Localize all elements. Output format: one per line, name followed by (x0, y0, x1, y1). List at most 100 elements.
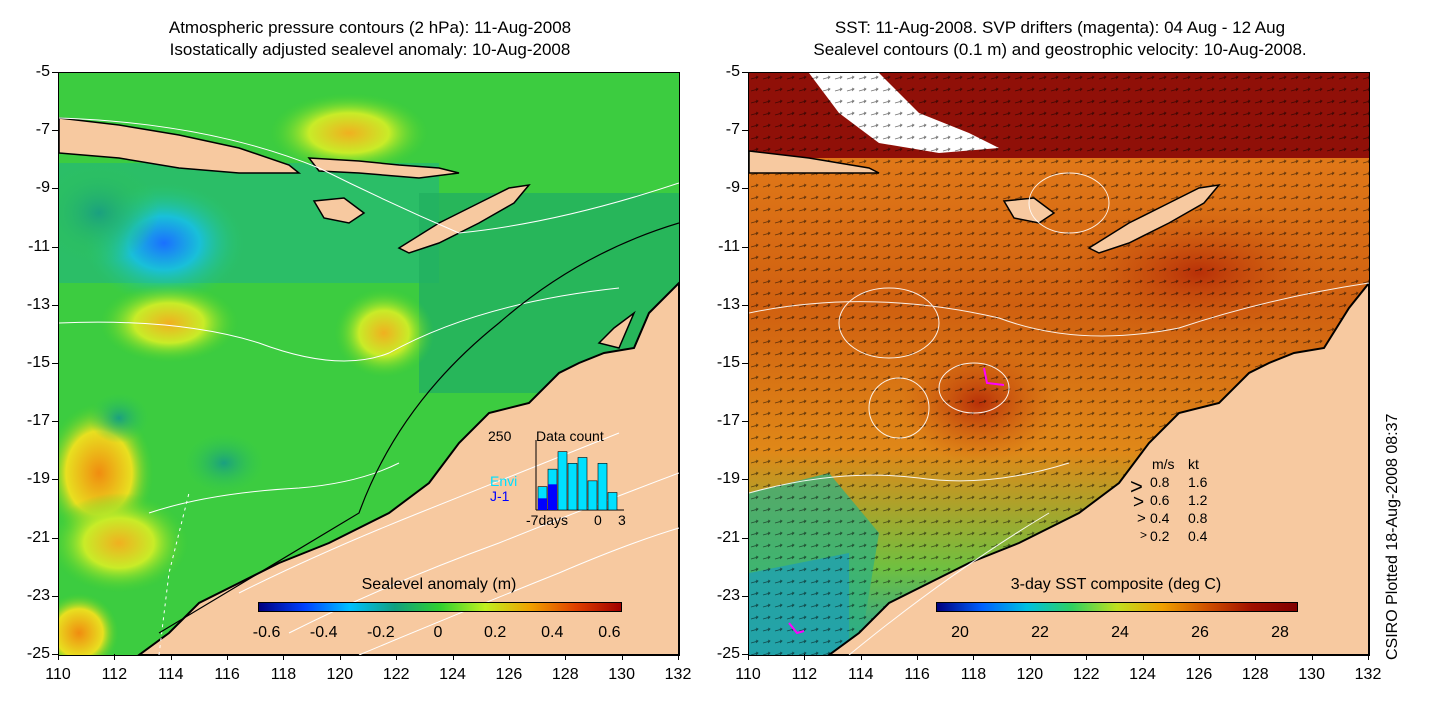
right-lon-label: 130 (1298, 666, 1325, 683)
right-lat-label: -9 (725, 179, 740, 197)
right-lon-tick (748, 654, 749, 660)
left-lon-tick (170, 654, 172, 660)
data-count-max-label: 250 (488, 428, 512, 444)
right-lon-tick (973, 654, 975, 660)
right-lon-label: 110 (735, 666, 761, 683)
velocity-ms-value: 0.6 (1150, 492, 1170, 508)
right-lat-label: -23 (716, 586, 740, 604)
right-lat-tick (742, 363, 748, 364)
left-lon-label: 112 (101, 666, 128, 683)
australia-land (137, 281, 679, 655)
velocity-kt-value: 0.4 (1188, 528, 1208, 544)
left-lat-tick (52, 130, 58, 132)
right-lat-label: -17 (716, 412, 740, 430)
legend-header-kt: kt (1188, 456, 1199, 472)
right-lat-tick (742, 304, 748, 306)
left-lat-label: -5 (35, 63, 50, 80)
left-lon-tick (114, 654, 116, 660)
right-lon-tick (1311, 654, 1313, 660)
axis-neg-days-label: -7days (526, 512, 569, 528)
right-lon-label: 124 (1129, 666, 1156, 683)
velocity-kt-value: 0.8 (1188, 510, 1208, 526)
right-lon-tick (804, 654, 806, 660)
right-lon-label: 116 (904, 666, 930, 683)
left-lon-tick (283, 654, 285, 660)
colorbar-tick-label: 0.2 (484, 624, 507, 641)
series-envi-label: Envi (490, 473, 518, 489)
left-lon-label: 110 (45, 666, 71, 683)
left-lon-tick (339, 654, 341, 660)
left-lat-label: -15 (26, 354, 50, 371)
left-lat-tick (52, 72, 58, 73)
timor-island (1087, 183, 1221, 254)
left-lon-tick (227, 654, 229, 660)
j1-bar (548, 484, 557, 510)
velocity-kt-value: 1.2 (1188, 492, 1208, 508)
right-lat-label: -15 (716, 354, 740, 371)
right-lat-tick (742, 595, 748, 597)
envi-bar (587, 480, 598, 511)
left-title-line2: Isostatically adjusted sealevel anomaly:… (169, 40, 571, 59)
envi-bar (557, 451, 568, 511)
left-lon-tick (396, 654, 398, 660)
right-lon-tick (917, 654, 919, 660)
drifter-track (788, 622, 805, 635)
right-lon-label: 128 (1241, 666, 1269, 683)
right-lon-label: 118 (960, 666, 987, 683)
velocity-arrow-icon: > (1140, 528, 1148, 542)
colorbar-tick-label: 24 (1111, 624, 1129, 641)
left-lat-label: -21 (26, 528, 50, 546)
colorbar-tick-label: 20 (951, 624, 969, 641)
colorbar-tick-label: 28 (1271, 624, 1289, 641)
envi-bar (597, 463, 608, 511)
left-lat-tick (52, 246, 58, 248)
velocity-ms-value: 0.8 (1150, 474, 1170, 490)
colorbar-tick-label: -0.2 (367, 624, 395, 641)
axis-pos-label: 3 (618, 512, 626, 528)
series-j1-label: J-1 (490, 488, 510, 504)
australia-land (827, 281, 1369, 655)
velocity-legend: m/s kt >0.8 1.6 >0.6 1.2 >0.4 0.8 >0.2 0.4 (1126, 456, 1236, 546)
left-lat-tick (52, 654, 58, 655)
right-lat-tick (742, 246, 748, 248)
drifter-track (983, 367, 1005, 386)
right-colorbar-title: 3-day SST composite (deg C) (1010, 576, 1222, 593)
left-lon-label: 114 (157, 666, 184, 683)
envi-bar (567, 463, 578, 511)
left-lon-label: 126 (495, 666, 523, 683)
right-lat-label: -11 (718, 237, 740, 255)
left-lon-label: 124 (439, 666, 466, 683)
left-lon-label: 116 (214, 666, 240, 683)
colorbar-tick-label: 0.6 (598, 624, 621, 641)
right-lat-tick (742, 654, 748, 655)
envi-bar (577, 457, 588, 511)
velocity-arrow-icon: > (1137, 510, 1146, 527)
left-lat-label: -9 (35, 179, 50, 197)
left-lon-tick (508, 654, 510, 660)
colorbar-tick-label: -0.6 (252, 624, 281, 641)
right-lat-tick (742, 421, 748, 423)
left-lat-tick (52, 363, 58, 364)
right-title-line2: Sealevel contours (0.1 m) and geostrophi… (813, 40, 1307, 59)
right-lon-tick (1029, 654, 1031, 660)
right-lon-label: 114 (847, 666, 874, 683)
data-count-bars (535, 440, 624, 511)
sumba-island (312, 197, 366, 224)
left-lat-tick (52, 537, 58, 539)
right-lat-label: -25 (716, 645, 740, 662)
left-lat-label: -13 (26, 295, 50, 313)
data-count-title: Data count (536, 428, 604, 444)
legend-header-ms: m/s (1152, 456, 1175, 472)
sst-map (749, 73, 1369, 655)
left-colorbar-title: Sealevel anomaly (m) (361, 576, 517, 593)
right-lat-tick (742, 72, 748, 73)
left-map (58, 72, 680, 656)
j1-bar (538, 498, 547, 510)
left-lon-label: 130 (608, 666, 635, 683)
right-lat-tick (742, 537, 748, 539)
right-lat-label: -5 (725, 63, 740, 80)
velocity-kt-value: 1.6 (1188, 474, 1208, 490)
right-lon-tick (1198, 654, 1200, 660)
left-lat-label: -11 (28, 237, 50, 255)
right-lon-label: 132 (1354, 666, 1382, 683)
